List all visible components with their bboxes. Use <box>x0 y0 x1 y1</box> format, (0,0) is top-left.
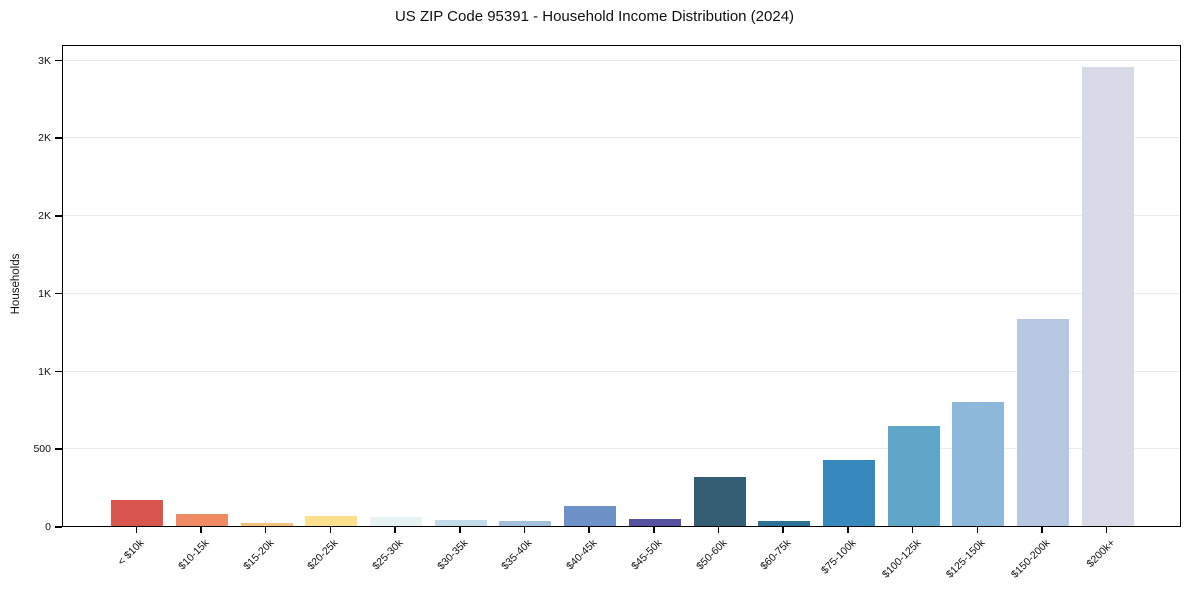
x-tick-mark <box>459 527 461 533</box>
y-tick-mark <box>55 59 62 62</box>
bar-14 <box>952 402 1005 526</box>
x-tick-mark <box>653 527 655 533</box>
x-tick-mark <box>1041 527 1043 533</box>
gridline <box>63 292 1180 294</box>
y-tick-label: 2K <box>38 210 51 223</box>
x-tick-mark <box>717 527 720 533</box>
x-tick-mark <box>911 527 914 533</box>
x-tick-mark <box>394 527 396 533</box>
y-tick-label: 3K <box>38 54 51 67</box>
x-tick-mark <box>1105 527 1108 533</box>
plot-area <box>62 45 1181 527</box>
chart-title: US ZIP Code 95391 - Household Income Dis… <box>394 8 795 25</box>
gridline <box>63 137 1180 139</box>
y-tick-label: 1K <box>38 365 51 378</box>
x-tick-mark <box>200 527 202 533</box>
x-tick-mark <box>588 527 590 533</box>
y-tick-label: 2K <box>38 132 51 145</box>
bar-5 <box>370 516 423 526</box>
bar-15 <box>1016 319 1069 526</box>
x-tick-mark <box>782 527 784 533</box>
x-tick-mark <box>523 527 526 533</box>
x-tick-mark <box>976 527 979 533</box>
y-tick-mark <box>55 292 62 295</box>
y-tick-label: 500 <box>33 443 51 456</box>
y-axis-label: Households <box>10 253 22 315</box>
y-tick-mark <box>55 526 62 528</box>
y-tick-mark <box>55 137 62 139</box>
bar-8 <box>564 506 617 526</box>
x-tick-mark <box>264 527 267 533</box>
bar-9 <box>628 519 681 526</box>
gridline <box>63 448 1180 450</box>
y-tick-label: 1K <box>38 287 51 300</box>
x-tick-label: < $10k <box>115 537 147 568</box>
gridline <box>63 59 1180 61</box>
gridline <box>63 215 1180 217</box>
bar-3 <box>240 522 293 526</box>
x-tick-mark <box>329 527 332 533</box>
y-tick-mark <box>55 215 62 217</box>
bar-1 <box>111 500 164 526</box>
gridline <box>63 370 1180 372</box>
x-tick-mark <box>847 527 849 533</box>
bar-6 <box>434 519 487 526</box>
bar-4 <box>305 515 358 526</box>
y-tick-mark <box>55 370 62 373</box>
bar-7 <box>499 520 552 526</box>
bar-12 <box>822 459 875 526</box>
bar-16 <box>1081 66 1134 526</box>
bar-13 <box>887 425 940 526</box>
y-tick-label: 0 <box>45 521 51 533</box>
bar-2 <box>176 514 229 526</box>
bar-10 <box>693 477 746 526</box>
y-tick-mark <box>55 448 62 450</box>
bar-11 <box>758 521 811 526</box>
x-tick-mark <box>135 527 138 533</box>
